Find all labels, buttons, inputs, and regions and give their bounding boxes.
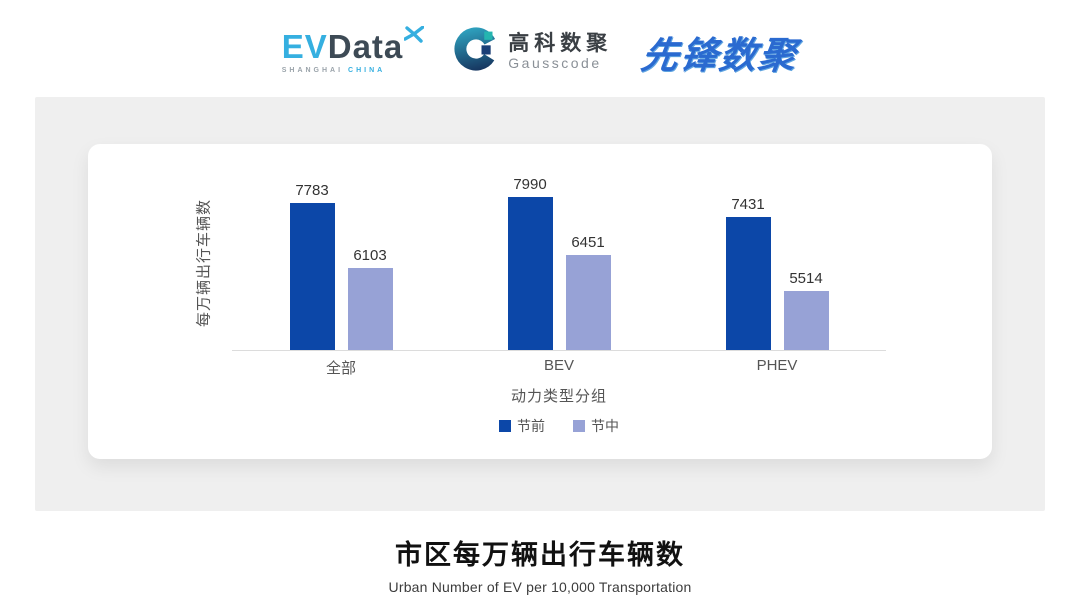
evdata-logo: EV Data SHANGHAI CHINA: [281, 24, 425, 74]
bar-group-全部: 7783 6103: [232, 176, 450, 350]
page-title: 市区每万辆出行车辆数: [395, 540, 685, 570]
bar-column: 6451: [565, 176, 611, 350]
bar-value-label: 5514: [789, 270, 823, 287]
gausscode-logo: 高科数聚 Gausscode: [454, 27, 612, 76]
footer: 市区每万辆出行车辆数 Urban Number of EV per 10,000…: [0, 533, 1080, 595]
bar-节中-PHEV: [783, 291, 829, 350]
bar-节前-PHEV: [725, 217, 771, 350]
plot-area: 7783 6103 7990 6451 7431 5514: [232, 176, 886, 351]
bar-column: 7783: [289, 176, 335, 350]
legend-label: 节中: [591, 418, 619, 434]
gausscode-cn-text: 高科数聚: [508, 31, 613, 55]
legend-item-节中: 节中: [573, 416, 619, 436]
bar-column: 6103: [347, 176, 393, 350]
evdata-subtitle-shanghai: SHANGHAI: [281, 66, 344, 74]
x-tick-label-BEV: BEV: [543, 357, 574, 374]
x-tick-label-全部: 全部: [325, 360, 356, 377]
bar-value-label: 6451: [571, 234, 605, 251]
evdata-star-icon: [403, 24, 425, 47]
page-subtitle: Urban Number of EV per 10,000 Transporta…: [388, 579, 692, 595]
bar-value-label: 7431: [731, 196, 765, 213]
bar-group-BEV: 7990 6451: [450, 176, 668, 350]
bar-column: 7431: [725, 176, 771, 350]
bar-value-label: 6103: [353, 247, 387, 264]
legend-label: 节前: [517, 418, 545, 434]
y-axis-label: 每万辆出行车辆数: [195, 198, 213, 328]
bar-节中-BEV: [565, 255, 611, 350]
x-tick-row: 全部 BEV PHEV: [232, 357, 886, 378]
x-axis-label: 动力类型分组: [510, 388, 607, 405]
header-logos: EV Data SHANGHAI CHINA: [0, 0, 1080, 97]
legend-item-节前: 节前: [499, 416, 545, 436]
gausscode-wordmark: 高科数聚 Gausscode: [508, 32, 612, 72]
evdata-ev-text: EV: [281, 27, 328, 65]
x-tick-label-PHEV: PHEV: [756, 357, 798, 374]
chart-panel: 每万辆出行车辆数 7783 6103 7990 6451 7431 5514 全部 BEV P…: [35, 97, 1045, 511]
legend-swatch-icon: [499, 420, 511, 432]
bar-column: 7990: [507, 176, 553, 350]
legend: 节前 节中: [232, 416, 886, 436]
gausscode-g-icon: [454, 27, 498, 76]
bar-节前-全部: [289, 203, 335, 350]
evdata-subtitle-china: CHINA: [348, 66, 386, 74]
bar-column: 5514: [783, 176, 829, 350]
evdata-wordmark: EV Data: [281, 24, 425, 65]
bar-节中-全部: [347, 268, 393, 350]
evdata-data-text: Data: [327, 27, 404, 65]
gausscode-en-text: Gausscode: [508, 54, 602, 71]
xianfeng-logo: 先锋数聚: [638, 34, 801, 76]
legend-swatch-icon: [573, 420, 585, 432]
bar-value-label: 7783: [295, 182, 329, 199]
bar-group-PHEV: 7431 5514: [668, 176, 886, 350]
bar-节前-BEV: [507, 197, 553, 350]
chart-card: 每万辆出行车辆数 7783 6103 7990 6451 7431 5514 全部 BEV P…: [88, 144, 992, 459]
bar-value-label: 7990: [513, 176, 547, 193]
evdata-subtitle: SHANGHAI CHINA: [282, 67, 385, 74]
